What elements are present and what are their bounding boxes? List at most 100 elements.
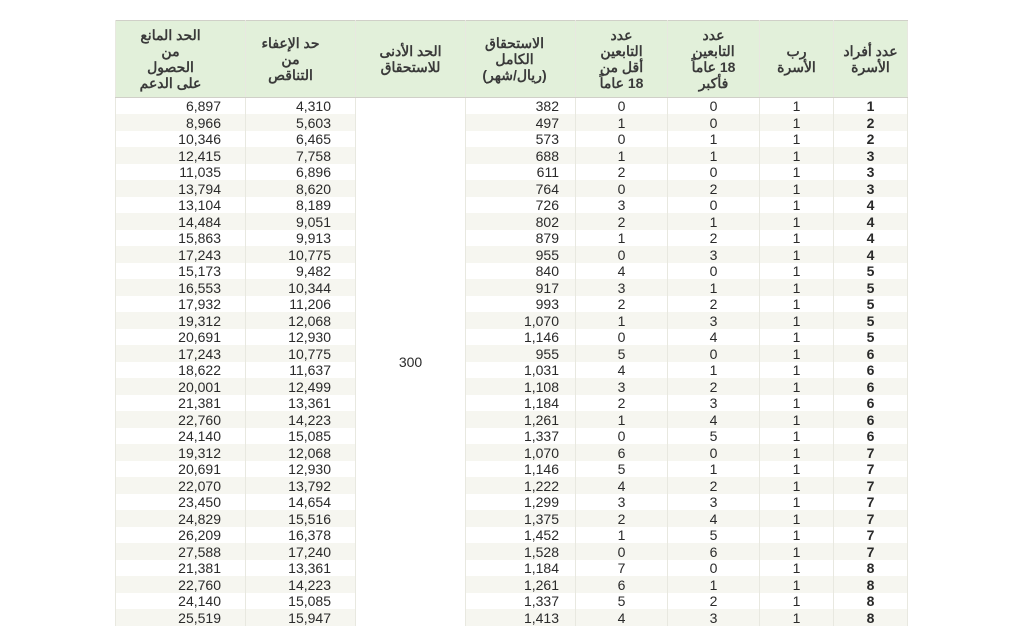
table-row: 71601,52817,24027,588 <box>116 543 908 560</box>
table-row: 51311,07012,06819,312 <box>116 312 908 329</box>
entitlement-table-wrap: عدد أفرادالأسرة ربالأسرة عددالتابعين18 ع… <box>116 20 908 614</box>
cell-head: 1 <box>760 263 834 280</box>
cell-family-members: 4 <box>834 230 908 247</box>
cell-head: 1 <box>760 147 834 164</box>
col-header-dep-under-18: عددالتابعينأقل من18 عاماً <box>576 21 668 98</box>
cell-full-entitlement: 1,146 <box>466 461 576 478</box>
table-row: 31116887,75812,415 <box>116 147 908 164</box>
cell-dep-18-plus: 0 <box>668 444 760 461</box>
cell-family-members: 2 <box>834 114 908 131</box>
cell-dep-18-plus: 5 <box>668 428 760 445</box>
cell-full-entitlement: 1,299 <box>466 494 576 511</box>
cell-full-entitlement: 955 <box>466 345 576 362</box>
cell-dep-under-18: 0 <box>576 131 668 148</box>
cell-preventing-limit: 8,966 <box>116 114 246 131</box>
cell-family-members: 7 <box>834 477 908 494</box>
col-header-preventing-limit: الحد المانعمنالحصولعلى الدعم <box>116 21 246 98</box>
cell-family-members: 6 <box>834 428 908 445</box>
cell-preventing-limit: 15,863 <box>116 230 246 247</box>
table-row: 51401,14612,93020,691 <box>116 329 908 346</box>
cell-head: 1 <box>760 131 834 148</box>
cell-dep-under-18: 5 <box>576 461 668 478</box>
cell-preventing-limit: 26,209 <box>116 527 246 544</box>
col-header-dep-18-plus: عددالتابعين18 عاماًفأكبر <box>668 21 760 98</box>
table-row: 61321,18413,36121,381 <box>116 395 908 412</box>
cell-preventing-limit: 22,760 <box>116 411 246 428</box>
table-row: 71061,07012,06819,312 <box>116 444 908 461</box>
cell-dep-under-18: 1 <box>576 147 668 164</box>
cell-dep-under-18: 4 <box>576 477 668 494</box>
cell-dep-18-plus: 0 <box>668 164 760 181</box>
cell-family-members: 4 <box>834 246 908 263</box>
cell-dep-under-18: 1 <box>576 312 668 329</box>
cell-dep-18-plus: 3 <box>668 494 760 511</box>
cell-full-entitlement: 1,413 <box>466 609 576 626</box>
cell-exemption-limit: 12,930 <box>246 461 356 478</box>
table-row: 81251,33715,08524,140 <box>116 593 908 610</box>
cell-dep-18-plus: 0 <box>668 345 760 362</box>
cell-dep-18-plus: 0 <box>668 560 760 577</box>
cell-family-members: 7 <box>834 543 908 560</box>
table-row: 21014975,6038,966 <box>116 114 908 131</box>
table-row: 511391710,34416,553 <box>116 279 908 296</box>
cell-family-members: 3 <box>834 180 908 197</box>
cell-exemption-limit: 13,361 <box>246 560 356 577</box>
cell-full-entitlement: 764 <box>466 180 576 197</box>
cell-dep-18-plus: 3 <box>668 395 760 412</box>
entitlement-table: عدد أفرادالأسرة ربالأسرة عددالتابعين18 ع… <box>115 20 908 626</box>
cell-full-entitlement: 802 <box>466 213 576 230</box>
cell-full-entitlement: 1,337 <box>466 593 576 610</box>
table-row: 61501,33715,08524,140 <box>116 428 908 445</box>
cell-dep-under-18: 6 <box>576 444 668 461</box>
cell-exemption-limit: 15,085 <box>246 428 356 445</box>
cell-dep-under-18: 1 <box>576 411 668 428</box>
cell-family-members: 3 <box>834 164 908 181</box>
cell-dep-under-18: 1 <box>576 527 668 544</box>
cell-exemption-limit: 12,068 <box>246 444 356 461</box>
cell-family-members: 6 <box>834 411 908 428</box>
cell-preventing-limit: 6,897 <box>116 98 246 115</box>
cell-preventing-limit: 20,001 <box>116 378 246 395</box>
table-row: 81161,26114,22322,760 <box>116 576 908 593</box>
cell-full-entitlement: 1,070 <box>466 312 576 329</box>
cell-family-members: 6 <box>834 345 908 362</box>
cell-dep-18-plus: 0 <box>668 114 760 131</box>
cell-exemption-limit: 13,792 <box>246 477 356 494</box>
col-header-full-entitlement: الاستحقاقالكامل(ريال/شهر) <box>466 21 576 98</box>
cell-family-members: 7 <box>834 461 908 478</box>
cell-exemption-limit: 5,603 <box>246 114 356 131</box>
cell-preventing-limit: 22,070 <box>116 477 246 494</box>
cell-dep-18-plus: 3 <box>668 312 760 329</box>
cell-head: 1 <box>760 197 834 214</box>
cell-preventing-limit: 19,312 <box>116 312 246 329</box>
cell-full-entitlement: 1,261 <box>466 576 576 593</box>
cell-dep-18-plus: 1 <box>668 362 760 379</box>
cell-dep-18-plus: 4 <box>668 411 760 428</box>
cell-preventing-limit: 23,450 <box>116 494 246 511</box>
cell-head: 1 <box>760 230 834 247</box>
cell-dep-under-18: 0 <box>576 246 668 263</box>
cell-full-entitlement: 1,184 <box>466 395 576 412</box>
cell-exemption-limit: 14,223 <box>246 576 356 593</box>
cell-dep-18-plus: 2 <box>668 180 760 197</box>
cell-exemption-limit: 10,775 <box>246 345 356 362</box>
cell-dep-under-18: 4 <box>576 609 668 626</box>
cell-family-members: 7 <box>834 510 908 527</box>
cell-dep-18-plus: 1 <box>668 279 760 296</box>
cell-preventing-limit: 16,553 <box>116 279 246 296</box>
cell-head: 1 <box>760 164 834 181</box>
cell-family-members: 8 <box>834 576 908 593</box>
cell-head: 1 <box>760 527 834 544</box>
cell-preventing-limit: 17,243 <box>116 345 246 362</box>
cell-preventing-limit: 11,035 <box>116 164 246 181</box>
table-row: 41037268,18913,104 <box>116 197 908 214</box>
cell-exemption-limit: 12,068 <box>246 312 356 329</box>
cell-dep-under-18: 0 <box>576 180 668 197</box>
cell-exemption-limit: 7,758 <box>246 147 356 164</box>
cell-exemption-limit: 9,482 <box>246 263 356 280</box>
cell-head: 1 <box>760 180 834 197</box>
cell-exemption-limit: 17,240 <box>246 543 356 560</box>
table-row: 71151,14612,93020,691 <box>116 461 908 478</box>
cell-dep-under-18: 1 <box>576 114 668 131</box>
cell-exemption-limit: 16,378 <box>246 527 356 544</box>
